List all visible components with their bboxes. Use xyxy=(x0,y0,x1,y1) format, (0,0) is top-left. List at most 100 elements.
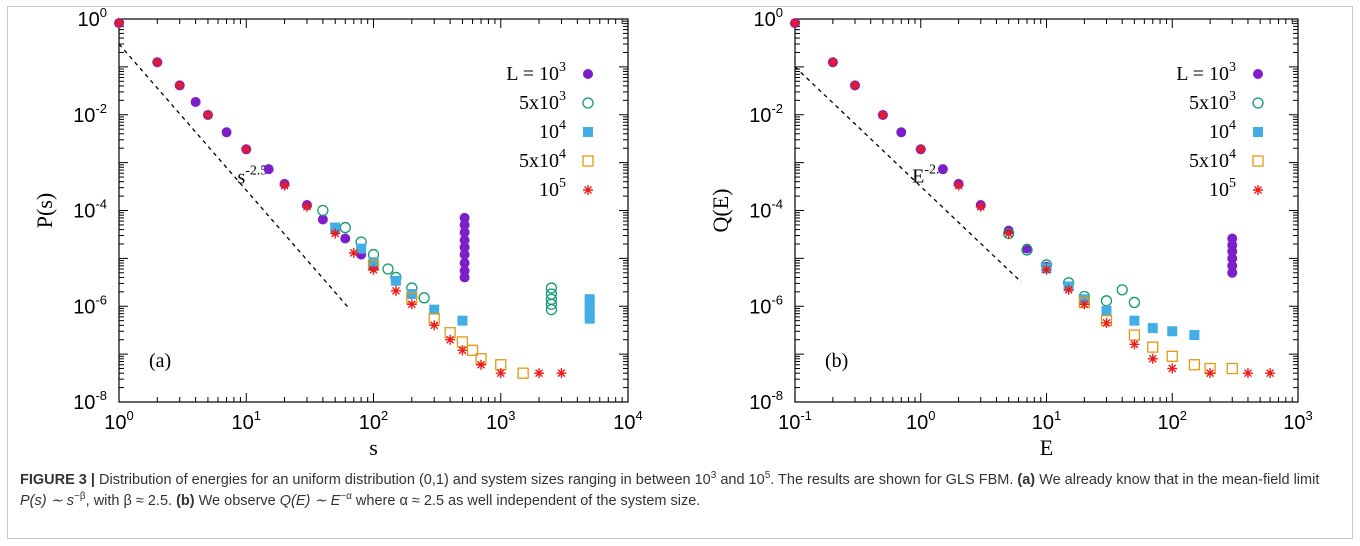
data-point xyxy=(1128,329,1141,341)
legend-label: 5x103 xyxy=(1189,89,1236,114)
data-point xyxy=(1147,341,1159,353)
legend-marker xyxy=(583,185,593,195)
data-point xyxy=(390,275,401,286)
caption-text: We observe xyxy=(194,493,280,509)
data-point xyxy=(545,303,558,316)
data-point xyxy=(1079,299,1090,310)
data-point xyxy=(915,144,926,155)
y-tick-label: 10-2 xyxy=(73,101,107,127)
caption-sup: 3 xyxy=(710,470,717,482)
data-point xyxy=(1100,295,1113,307)
data-point xyxy=(1021,244,1033,256)
legend-label: 104 xyxy=(1209,118,1236,143)
data-point xyxy=(459,235,470,246)
data-point xyxy=(339,221,351,234)
data-point xyxy=(1101,305,1112,316)
legend-label: 5x104 xyxy=(519,147,566,172)
series-1 xyxy=(317,204,558,316)
figure-frame xyxy=(7,6,1353,539)
data-point xyxy=(975,201,986,212)
data-point xyxy=(1227,253,1238,264)
data-point xyxy=(152,57,163,68)
series-0 xyxy=(790,18,1238,278)
x-tick-label: 101 xyxy=(1032,408,1061,434)
data-point xyxy=(1167,326,1178,337)
panel-label: (b) xyxy=(825,350,848,372)
data-point xyxy=(1147,323,1158,334)
series-2 xyxy=(1041,263,1200,341)
y-axis-label: Q(E) xyxy=(708,189,733,233)
data-point xyxy=(429,304,440,315)
data-point xyxy=(953,180,964,191)
legend-marker xyxy=(1253,69,1263,79)
caption-text: . The results are shown for GLS FBM. xyxy=(770,472,1018,488)
data-point xyxy=(584,313,595,324)
data-point xyxy=(459,272,470,283)
data-point xyxy=(1128,296,1141,309)
data-point xyxy=(556,368,567,379)
data-point xyxy=(406,289,417,300)
data-point xyxy=(429,320,440,331)
data-point xyxy=(545,282,558,294)
x-tick-label: 103 xyxy=(486,408,515,434)
data-point xyxy=(1079,294,1090,305)
data-point xyxy=(1242,368,1253,379)
data-point xyxy=(517,367,529,379)
y-tick-label: 100 xyxy=(754,5,783,31)
legend-marker xyxy=(1252,97,1264,109)
data-point xyxy=(476,359,487,370)
caption-panel-a-label: (a) xyxy=(1017,472,1036,488)
data-point xyxy=(459,212,470,223)
data-point xyxy=(317,214,328,225)
data-point xyxy=(356,243,367,254)
data-point xyxy=(348,247,359,258)
caption-sup: −β xyxy=(74,491,86,503)
data-point xyxy=(896,127,907,138)
legend-label: 5x104 xyxy=(1189,147,1236,172)
reference-line xyxy=(794,66,1022,283)
data-point xyxy=(827,57,838,68)
y-tick-label: 10-4 xyxy=(749,197,783,223)
data-point xyxy=(221,127,232,138)
caption-text: , with β ≈ 2.5. xyxy=(85,493,177,509)
data-point xyxy=(445,334,456,345)
data-point xyxy=(1227,260,1238,271)
x-axis-label: s xyxy=(369,435,378,460)
data-point xyxy=(301,201,312,212)
data-point xyxy=(1003,228,1014,239)
x-tick-label: 102 xyxy=(359,408,388,434)
caption-text: We already know that in the mean-field l… xyxy=(1035,472,1320,488)
data-point xyxy=(1226,362,1238,375)
data-point xyxy=(459,227,470,238)
data-point xyxy=(1189,330,1200,341)
series-4 xyxy=(790,18,1276,379)
data-point xyxy=(279,180,290,191)
legend-label: 105 xyxy=(539,176,566,201)
data-point xyxy=(459,258,470,269)
y-axis-label: P(s) xyxy=(32,193,57,228)
x-tick-label: 101 xyxy=(232,408,261,434)
x-axis-label: E xyxy=(1040,435,1053,460)
data-point xyxy=(1166,350,1178,362)
data-point xyxy=(1063,284,1074,295)
data-point xyxy=(418,292,430,304)
data-point xyxy=(114,18,124,29)
data-point xyxy=(1041,264,1052,275)
caption-text: Distribution of energies for an uniform … xyxy=(94,472,711,488)
data-point xyxy=(368,257,379,268)
data-point xyxy=(545,298,558,310)
data-point xyxy=(849,80,860,91)
y-tick-label: 10-6 xyxy=(749,292,783,318)
data-point xyxy=(1227,267,1238,278)
figure-caption: FIGURE 3 | Distribution of energies for … xyxy=(20,470,1340,512)
caption-panel-b-label: (b) xyxy=(176,493,195,509)
legend-label: L = 103 xyxy=(1176,60,1236,85)
data-point xyxy=(877,109,888,120)
data-point xyxy=(1116,284,1128,296)
data-point xyxy=(584,301,595,312)
slope-annotation: s-2.5 xyxy=(237,164,267,189)
data-point xyxy=(459,219,470,230)
y-tick-label: 10-2 xyxy=(749,101,783,127)
chart-panel-b: 10-1 100 101 102 103 100 10-2 10-4 10-6 10-8 E Q(E)… xyxy=(708,5,1313,460)
data-point xyxy=(330,222,341,233)
